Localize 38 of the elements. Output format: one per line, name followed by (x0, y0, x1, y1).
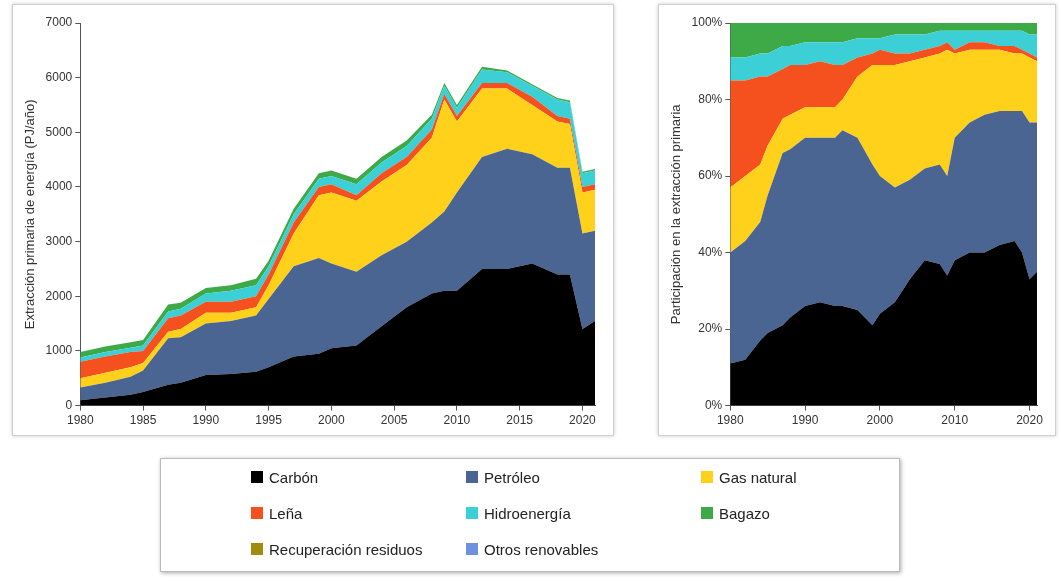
x-tick-label: 2020 (1016, 413, 1044, 428)
y-tick-label: 60% (698, 168, 723, 183)
y-tick-label: 0 (65, 397, 73, 412)
y-tick-label: 4000 (45, 179, 73, 194)
y-axis-title: Participación en la extracción primaria (668, 103, 684, 325)
x-tick-label: 2015 (506, 413, 534, 428)
x-tick-label: 1990 (791, 413, 819, 428)
x-tick-label: 1980 (66, 413, 94, 428)
x-tick-label: 2020 (569, 413, 597, 428)
x-tick-label: 1990 (192, 413, 220, 428)
legend-label: Gas natural (719, 468, 797, 486)
y-tick-label: 6000 (45, 69, 73, 84)
x-tick-label: 2000 (866, 413, 894, 428)
legend-label: Petróleo (484, 468, 540, 486)
x-tick-label: 2010 (443, 413, 471, 428)
x-tick-label: 2005 (380, 413, 408, 428)
y-tick-label: 2000 (45, 288, 73, 303)
y-tick-label: 1000 (45, 343, 73, 358)
y-tick-label: 20% (698, 321, 723, 336)
y-axis-title: Extracción primaria de energía (PJ/año) (22, 99, 38, 330)
y-tick-label: 5000 (45, 124, 73, 139)
x-tick-label: 1995 (255, 413, 283, 428)
legend-label: Bagazo (719, 504, 770, 522)
y-tick-label: 40% (698, 244, 723, 259)
x-tick-label: 1980 (716, 413, 744, 428)
legend-label: Carbón (269, 468, 319, 486)
x-tick-label: 2000 (318, 413, 346, 428)
legend-label: Hidroenergía (484, 504, 571, 522)
legend-label: Recuperación residuos (269, 540, 423, 558)
y-tick-label: 3000 (45, 233, 73, 248)
y-tick-label: 100% (691, 15, 723, 30)
legend-label: Otros renovables (484, 540, 599, 558)
y-tick-label: 0% (704, 397, 723, 412)
x-tick-label: 1985 (129, 413, 157, 428)
x-tick-label: 2010 (941, 413, 969, 428)
y-tick-label: 80% (698, 91, 723, 106)
y-tick-label: 7000 (45, 15, 73, 30)
legend-label: Leña (269, 504, 303, 522)
